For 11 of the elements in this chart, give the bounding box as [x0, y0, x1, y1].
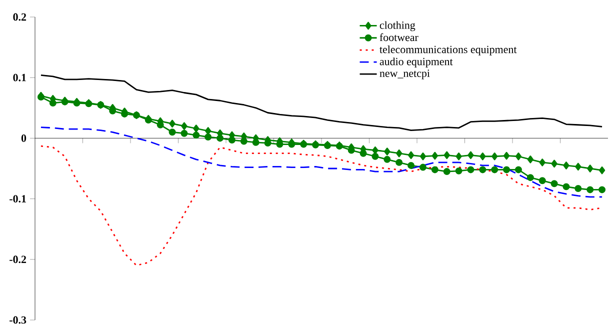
legend-label: audio equipment — [380, 58, 453, 68]
y-tick-label: 0.1 — [13, 74, 26, 82]
y-tick-label: 0 — [21, 134, 26, 142]
legend-label: clothing — [380, 21, 416, 32]
y-tick-label: 0.2 — [13, 13, 26, 21]
y-tick-label: -0.2 — [10, 256, 26, 264]
y-tick-label: -0.1 — [10, 195, 26, 203]
y-tick-label: -0.3 — [10, 316, 26, 324]
legend-label: telecommunications equipment — [380, 45, 517, 56]
legend-label: new_netcpi — [380, 70, 430, 80]
legend-label: footwear — [380, 33, 418, 42]
